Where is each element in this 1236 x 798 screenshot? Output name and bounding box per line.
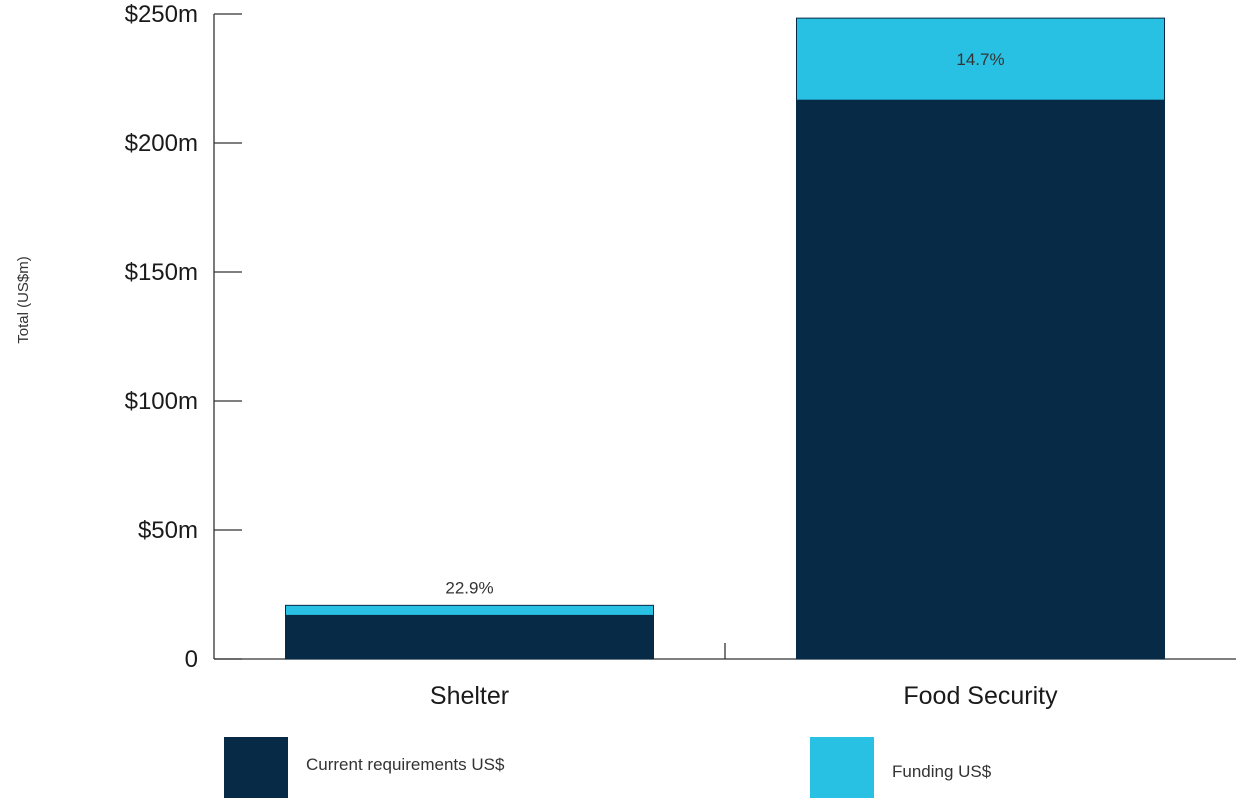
legend-swatch: [224, 737, 288, 798]
y-axis-title: Total (US$m): [15, 256, 32, 344]
y-tick-label: $100m: [125, 388, 198, 415]
legend-label: Current requirements US$: [306, 755, 505, 774]
bar-segment-requirements: [285, 614, 654, 660]
bar-segment-funding: [285, 604, 654, 616]
labels: Shelter 22.9% Food Security 14.7%: [430, 50, 1058, 710]
legend-swatch: [810, 737, 874, 798]
x-category-label: Shelter: [430, 682, 509, 710]
y-tick-label: $50m: [138, 517, 198, 544]
bar-data-label: 22.9%: [445, 578, 493, 597]
bar-segment-requirements: [796, 99, 1165, 660]
bar-data-label: 14.7%: [956, 50, 1004, 69]
y-tick-label: $250m: [125, 1, 198, 28]
x-category-label: Food Security: [903, 682, 1058, 710]
y-tick-label: $150m: [125, 259, 198, 286]
bar-segment-funding: [796, 17, 1165, 101]
legend: Current requirements US$ Funding US$: [224, 737, 992, 798]
bars: [285, 17, 1165, 660]
axes: 0 $50m $100m $150m $200m $250m Total (US$m): [15, 1, 1236, 673]
y-tick-label: $200m: [125, 130, 198, 157]
legend-label: Funding US$: [892, 762, 992, 781]
y-tick-label: 0: [185, 646, 198, 673]
